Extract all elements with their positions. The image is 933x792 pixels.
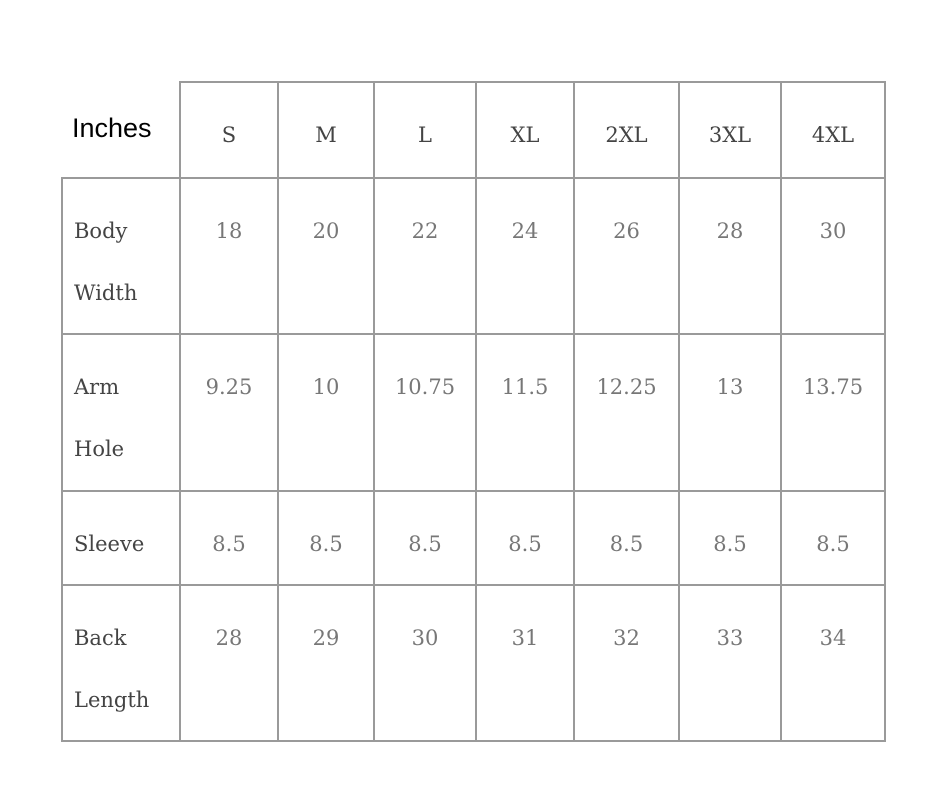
measurement-cell: 9.25 bbox=[179, 333, 279, 492]
row-label-line: Back bbox=[74, 626, 127, 650]
measurement-cell: 24 bbox=[475, 177, 575, 335]
size-header-xl: XL bbox=[475, 81, 575, 179]
row-label-line: Arm bbox=[74, 375, 120, 399]
measurement-cell: 8.5 bbox=[179, 490, 279, 586]
measurement-cell: 10 bbox=[277, 333, 375, 492]
size-header-l: L bbox=[373, 81, 477, 179]
row-label: Back Length bbox=[61, 584, 181, 742]
measurement-cell: 33 bbox=[678, 584, 782, 742]
measurement-cell: 11.5 bbox=[475, 333, 575, 492]
size-header-4xl: 4XL bbox=[780, 81, 886, 179]
row-label: Body Width bbox=[61, 177, 181, 335]
row-label-line: Width bbox=[74, 281, 138, 305]
measurement-cell: 20 bbox=[277, 177, 375, 335]
measurement-cell: 30 bbox=[780, 177, 886, 335]
measurement-cell: 8.5 bbox=[780, 490, 886, 586]
table-row: Body Width 18 20 22 24 26 28 30 bbox=[61, 177, 886, 335]
size-header-2xl: 2XL bbox=[573, 81, 680, 179]
measurement-cell: 8.5 bbox=[678, 490, 782, 586]
measurement-cell: 8.5 bbox=[277, 490, 375, 586]
measurement-cell: 28 bbox=[179, 584, 279, 742]
row-label: Arm Hole bbox=[61, 333, 181, 492]
row-label: Sleeve bbox=[61, 490, 181, 586]
row-label-line: Length bbox=[74, 688, 150, 712]
measurement-cell: 29 bbox=[277, 584, 375, 742]
table-row: Arm Hole 9.25 10 10.75 11.5 12.25 13 13.75 bbox=[61, 333, 886, 492]
measurement-cell: 31 bbox=[475, 584, 575, 742]
measurement-cell: 10.75 bbox=[373, 333, 477, 492]
size-header-3xl: 3XL bbox=[678, 81, 782, 179]
measurement-cell: 22 bbox=[373, 177, 477, 335]
measurement-cell: 8.5 bbox=[373, 490, 477, 586]
unit-label: Inches bbox=[62, 82, 181, 179]
size-chart-table: Inches S M L XL 2XL 3XL 4XL Body Width 18 20 22 24 26 2… bbox=[61, 81, 886, 742]
measurement-cell: 8.5 bbox=[573, 490, 680, 586]
table-row: Back Length 28 29 30 31 32 33 34 bbox=[61, 584, 886, 742]
size-header-s: S bbox=[179, 81, 279, 179]
measurement-cell: 34 bbox=[780, 584, 886, 742]
header-row: Inches S M L XL 2XL 3XL 4XL bbox=[62, 81, 886, 179]
measurement-cell: 28 bbox=[678, 177, 782, 335]
measurement-cell: 13 bbox=[678, 333, 782, 492]
measurement-cell: 12.25 bbox=[573, 333, 680, 492]
size-header-m: M bbox=[277, 81, 375, 179]
table-row: Sleeve 8.5 8.5 8.5 8.5 8.5 8.5 8.5 bbox=[61, 490, 886, 586]
row-label-line: Body bbox=[74, 219, 128, 243]
measurement-cell: 30 bbox=[373, 584, 477, 742]
measurement-cell: 8.5 bbox=[475, 490, 575, 586]
row-label-line: Hole bbox=[74, 437, 125, 461]
measurement-cell: 18 bbox=[179, 177, 279, 335]
measurement-cell: 13.75 bbox=[780, 333, 886, 492]
row-label-line: Sleeve bbox=[74, 532, 145, 556]
measurement-cell: 26 bbox=[573, 177, 680, 335]
measurement-cell: 32 bbox=[573, 584, 680, 742]
